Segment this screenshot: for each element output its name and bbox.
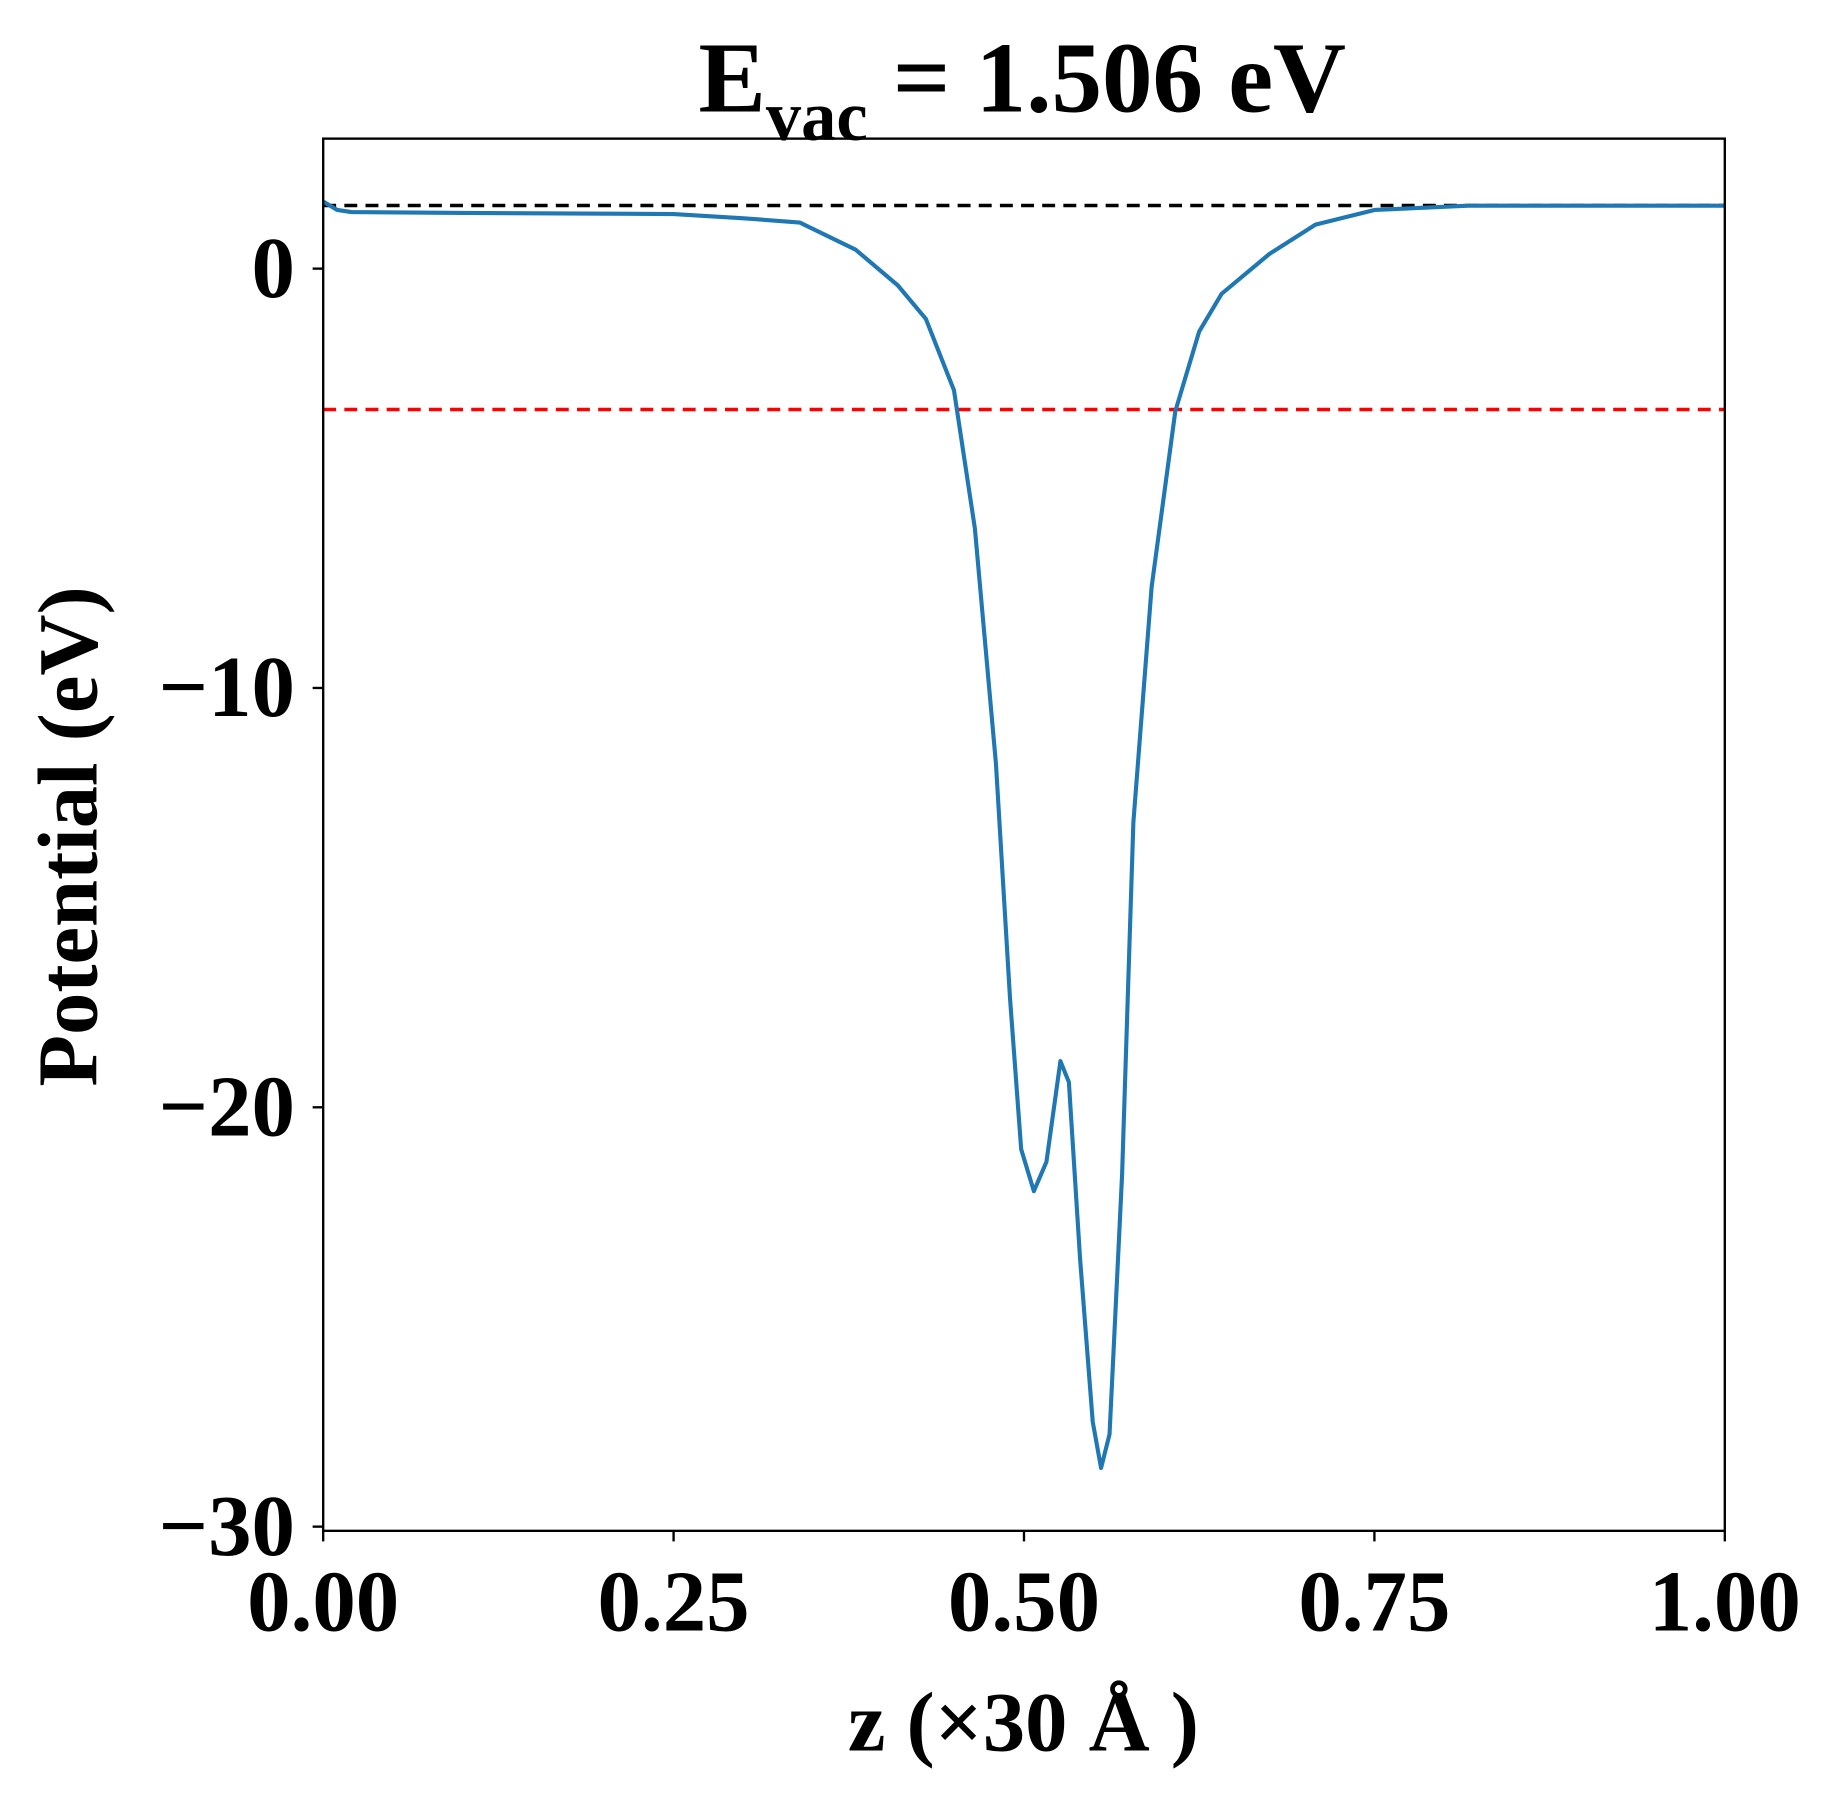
x-tick-label: 0.50 (948, 1554, 1100, 1650)
y-tick-label: 0 (252, 220, 295, 316)
x-tick-label: 0.00 (247, 1554, 399, 1650)
y-tick-label: −30 (159, 1478, 295, 1574)
y-tick-label: −20 (159, 1058, 295, 1154)
x-tick-label: 0.25 (598, 1554, 750, 1650)
x-tick-label: 0.75 (1298, 1554, 1450, 1650)
y-axis-label: Potential (eV) (22, 586, 115, 1086)
axes-frame (322, 137, 1726, 1533)
y-tick-label: −10 (159, 639, 295, 735)
chart-title: Evac = 1.506 eV (698, 22, 1346, 156)
x-tick-label: 1.00 (1649, 1554, 1801, 1650)
x-axis-label: z (×30 Å ) (848, 1677, 1199, 1770)
planar-average-potential-line (322, 199, 1725, 1471)
title-subscript: vac (766, 78, 868, 156)
